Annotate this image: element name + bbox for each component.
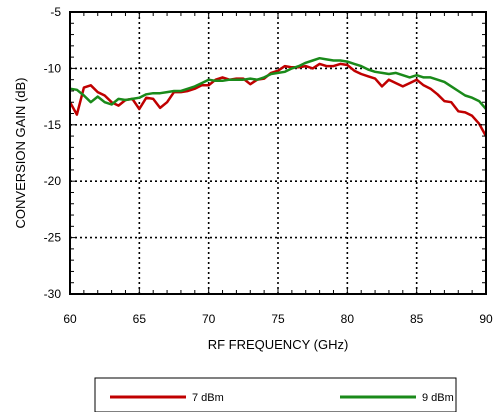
x-tick-label: 65: [133, 312, 147, 326]
tick-layer: [69, 11, 487, 295]
x-tick-label: 60: [63, 312, 77, 326]
y-tick-label: -10: [44, 61, 62, 75]
x-tick-label: 85: [410, 312, 424, 326]
y-axis-title: CONVERSION GAIN (dB): [13, 78, 28, 229]
y-tick-label: -5: [50, 5, 61, 19]
label-layer: 60 65 70 75 80 85 90 -30 -25 -20 -15 -10 -5: [44, 5, 493, 326]
legend-label: 9 dBm: [422, 392, 454, 404]
series-line-7dbm: [68, 62, 488, 137]
series-layer: [68, 56, 488, 137]
y-tick-label: -15: [44, 118, 62, 132]
y-tick-label: -30: [44, 287, 62, 301]
x-tick-label: 70: [202, 312, 216, 326]
grid-layer: [70, 12, 486, 294]
x-tick-label: 75: [271, 312, 285, 326]
x-axis-title: RF FREQUENCY (GHz): [208, 337, 349, 352]
y-tick-label: -20: [44, 174, 62, 188]
x-tick-label: 80: [341, 312, 355, 326]
x-tick-label: 90: [479, 312, 493, 326]
legend-label: 7 dBm: [192, 392, 224, 404]
series-line-9dbm: [69, 56, 487, 110]
y-tick-label: -25: [44, 231, 62, 245]
legend-box: [94, 377, 457, 412]
legend: 7 dBm 9 dBm: [94, 377, 457, 412]
